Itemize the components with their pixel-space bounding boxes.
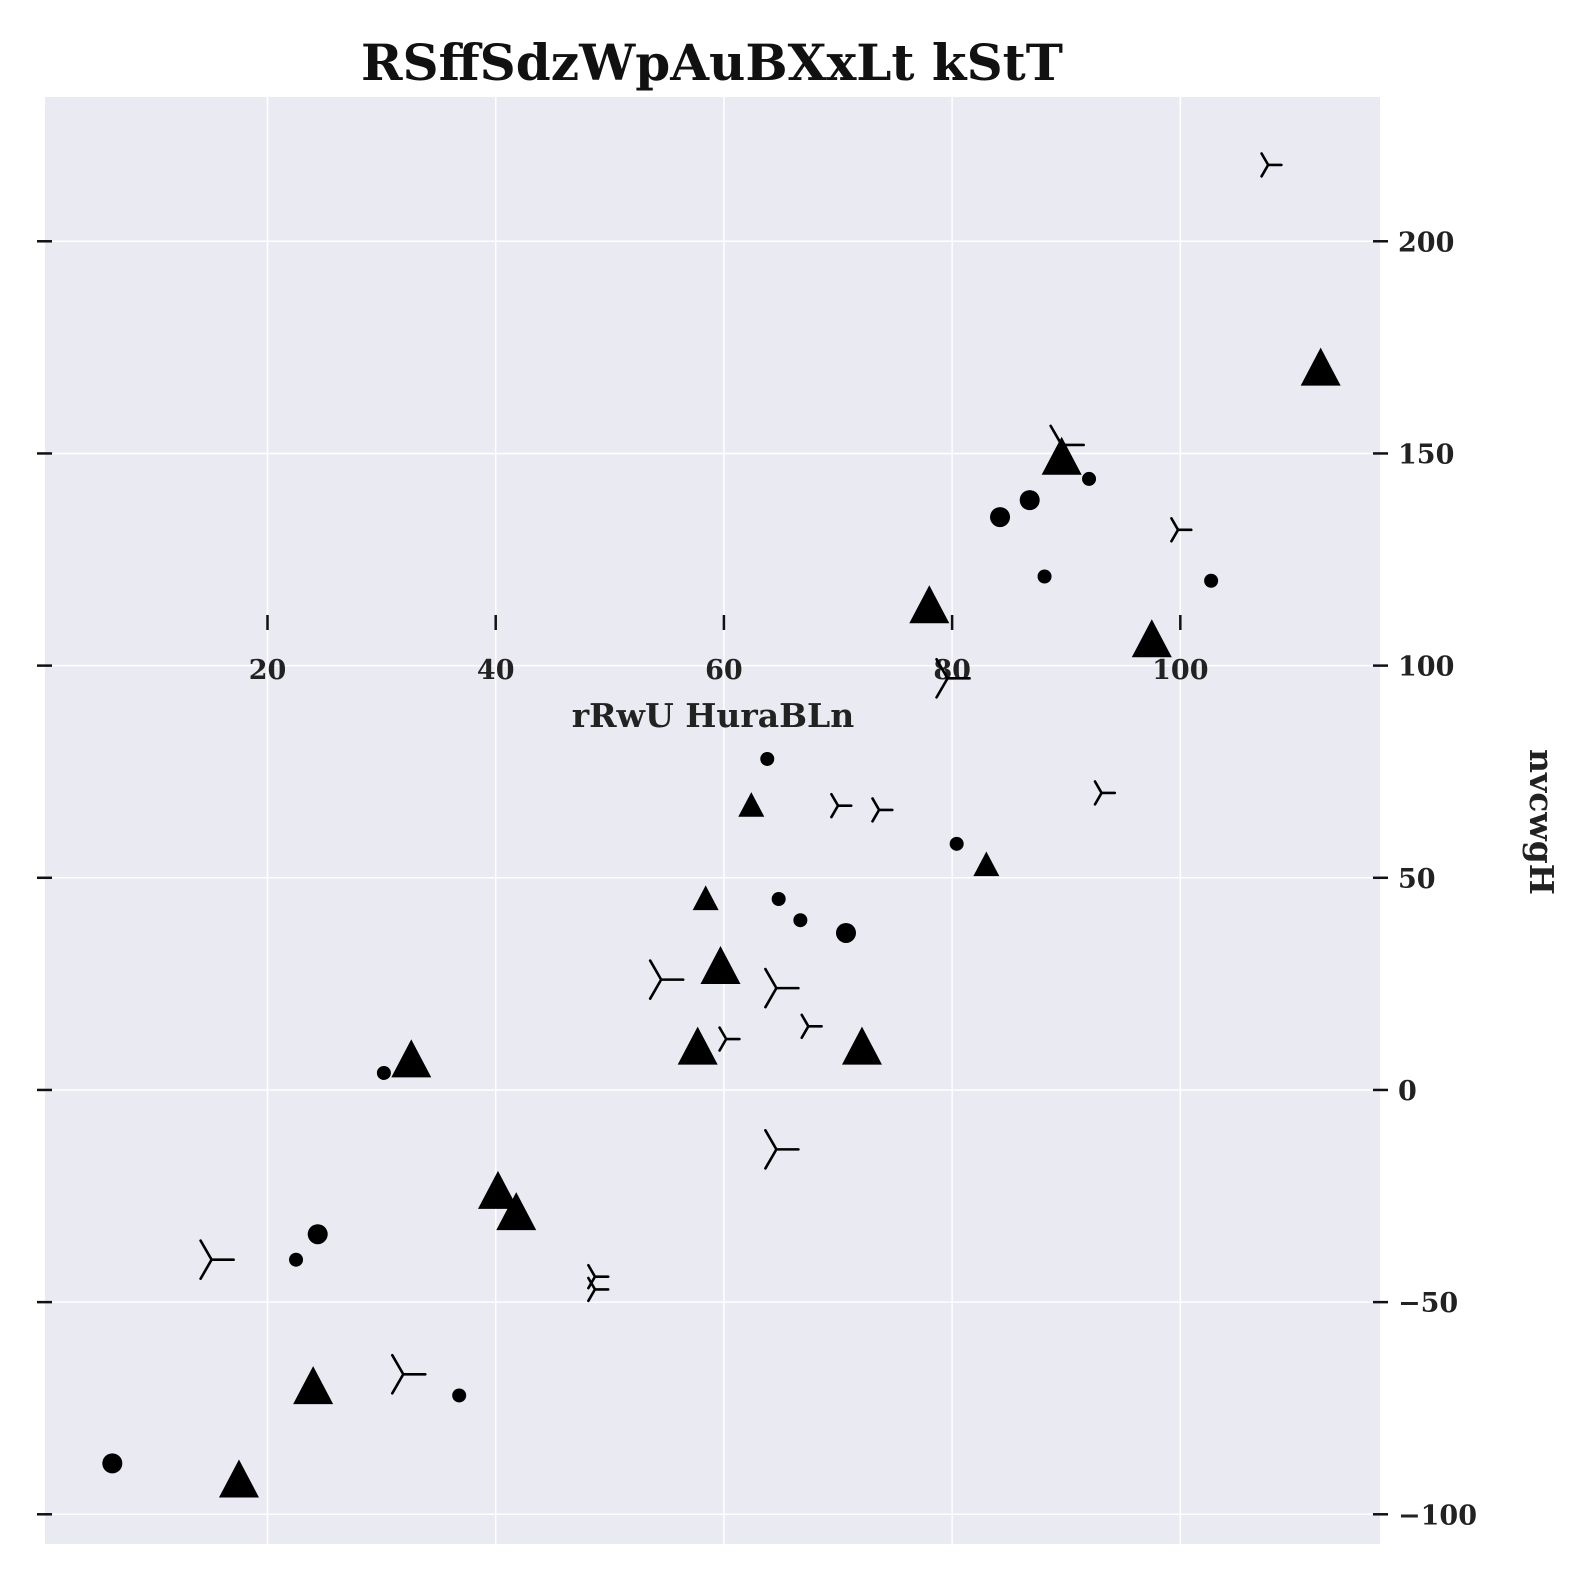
- tri-right-marker: [830, 792, 853, 819]
- tri-right-marker: [871, 797, 894, 823]
- y-tick-label: 100: [1398, 652, 1454, 683]
- triangle-marker: [909, 585, 950, 624]
- y-tick-label: 200: [1398, 227, 1454, 258]
- circle-marker: [452, 1388, 467, 1403]
- y-tick-label: 150: [1398, 439, 1454, 470]
- tri-right-marker: [800, 1013, 823, 1040]
- circle-marker: [990, 507, 1011, 528]
- x-axis-ticks: 20 40 60 80 100: [249, 615, 1209, 686]
- tri-right-marker: [1170, 517, 1193, 543]
- tri-right-marker: [764, 967, 800, 1009]
- x-tick-label: 100: [1152, 655, 1208, 686]
- triangle-marker: [1300, 347, 1341, 386]
- y-axis-label: nvcwgH: [1522, 749, 1561, 895]
- tri-right-marker: [764, 1129, 800, 1170]
- triangle-marker: [1041, 436, 1082, 475]
- tri-right-marker: [1093, 780, 1117, 806]
- circle-marker: [771, 892, 786, 907]
- x-tick-label: 60: [705, 655, 743, 686]
- triangle-marker: [677, 1026, 718, 1065]
- x-tick-label: 40: [477, 655, 515, 686]
- circle-marker: [760, 751, 775, 766]
- circle-marker: [949, 836, 964, 851]
- triangle-marker: [692, 885, 719, 911]
- circle-marker: [1204, 573, 1219, 588]
- triangle-marker: [700, 945, 741, 984]
- triangle-marker: [738, 792, 765, 817]
- triangle-marker: [1131, 619, 1172, 658]
- circle-marker: [1019, 490, 1040, 511]
- circle-marker: [793, 913, 808, 928]
- circle-marker: [1037, 569, 1052, 584]
- triangle-marker: [218, 1459, 259, 1498]
- circle-marker: [289, 1252, 304, 1267]
- tri-right-marker: [1049, 424, 1085, 466]
- triangle-marker: [841, 1026, 882, 1065]
- y-tick-label: −50: [1398, 1288, 1458, 1319]
- tri-right-marker: [199, 1239, 235, 1281]
- tri-right-marker: [390, 1353, 427, 1395]
- x-tick-label: 20: [249, 655, 287, 686]
- triangle-marker: [496, 1192, 537, 1231]
- x-tick-label: 80: [933, 655, 971, 686]
- tri-right-marker: [935, 657, 971, 699]
- x-axis-label: rRwU HuraBLn: [572, 696, 855, 735]
- triangle-marker: [973, 851, 1000, 877]
- tri-right-marker: [1260, 152, 1283, 178]
- circle-marker: [307, 1224, 328, 1245]
- triangle-marker: [477, 1170, 518, 1209]
- chart-title: RSffSdzWpAuBXxLt kStT: [361, 33, 1063, 92]
- triangle-marker: [293, 1366, 334, 1405]
- tri-right-marker: [718, 1026, 741, 1052]
- y-axis-ticks: −100 −50 0 50 100 150 200: [37, 227, 1477, 1531]
- tri-right-marker: [587, 1276, 610, 1303]
- grid: [45, 97, 1380, 1544]
- circle-marker: [836, 922, 856, 943]
- y-tick-label: −100: [1398, 1500, 1477, 1531]
- data-markers: [102, 152, 1341, 1498]
- tri-right-marker: [648, 959, 685, 1000]
- circle-marker: [1082, 471, 1097, 486]
- y-tick-label: 0: [1398, 1076, 1417, 1107]
- circle-marker: [102, 1453, 123, 1474]
- triangle-marker: [391, 1039, 432, 1078]
- circle-marker: [376, 1065, 391, 1080]
- y-tick-label: 50: [1398, 864, 1436, 895]
